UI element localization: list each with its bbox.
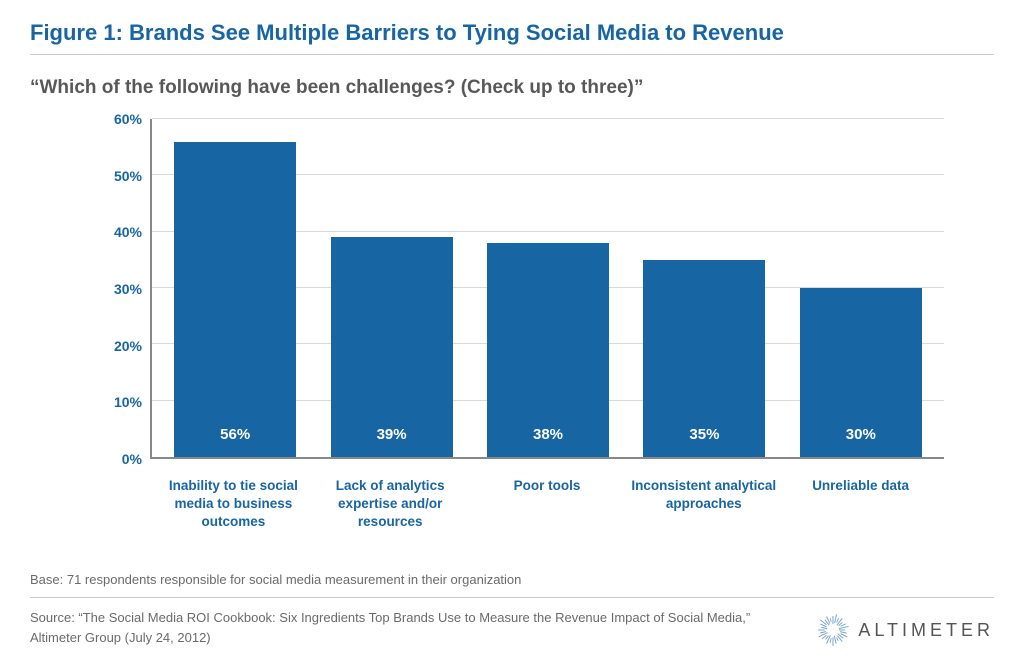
- bar-slot: 35%: [626, 119, 782, 457]
- bar: 39%: [331, 237, 453, 457]
- bar-value-label: 38%: [533, 426, 563, 457]
- y-tick-label: 50%: [114, 168, 142, 184]
- bars-container: 56% 39% 38% 35% 30%: [152, 119, 944, 457]
- y-tick-label: 60%: [114, 111, 142, 127]
- bar-slot: 30%: [783, 119, 939, 457]
- x-category-label: Unreliable data: [782, 477, 939, 532]
- chart-subtitle: “Which of the following have been challe…: [30, 77, 994, 99]
- bar-chart: 0%10%20%30%40%50%60% 56%39%38%35%30%: [150, 119, 944, 459]
- bar-slot: 39%: [313, 119, 469, 457]
- y-axis: 0%10%20%30%40%50%60%: [90, 119, 150, 459]
- altimeter-logo: ALTIMETER: [816, 613, 994, 647]
- bar-value-label: 39%: [377, 426, 407, 457]
- bar: 38%: [487, 243, 609, 457]
- y-tick-label: 30%: [114, 281, 142, 297]
- x-category-label: Lack of analytics expertise and/or resou…: [312, 477, 469, 532]
- y-tick-label: 10%: [114, 394, 142, 410]
- x-category-label: Inconsistent analytical approaches: [625, 477, 782, 532]
- y-tick-label: 40%: [114, 224, 142, 240]
- base-note: Base: 71 respondents responsible for soc…: [30, 572, 994, 598]
- x-category-label: Inability to tie social media to busines…: [155, 477, 312, 532]
- y-tick-label: 0%: [122, 451, 142, 467]
- x-category-label: Poor tools: [469, 477, 626, 532]
- logo-burst-icon: [816, 613, 850, 647]
- x-axis-labels: Inability to tie social media to busines…: [150, 469, 944, 532]
- bar: 30%: [800, 288, 922, 457]
- figure-title: Figure 1: Brands See Multiple Barriers t…: [30, 20, 994, 55]
- bar: 56%: [174, 142, 296, 457]
- bar-value-label: 56%: [220, 426, 250, 457]
- bar-slot: 38%: [470, 119, 626, 457]
- bar-slot: 56%: [157, 119, 313, 457]
- y-tick-label: 20%: [114, 338, 142, 354]
- bar-value-label: 30%: [846, 426, 876, 457]
- plot-area: 56% 39% 38% 35% 30%: [150, 119, 944, 459]
- logo-text: ALTIMETER: [858, 620, 994, 641]
- chart-footer: Base: 71 respondents responsible for soc…: [30, 572, 994, 647]
- source-note: Source: “The Social Media ROI Cookbook: …: [30, 608, 770, 647]
- bar-value-label: 35%: [689, 426, 719, 457]
- bar: 35%: [643, 260, 765, 457]
